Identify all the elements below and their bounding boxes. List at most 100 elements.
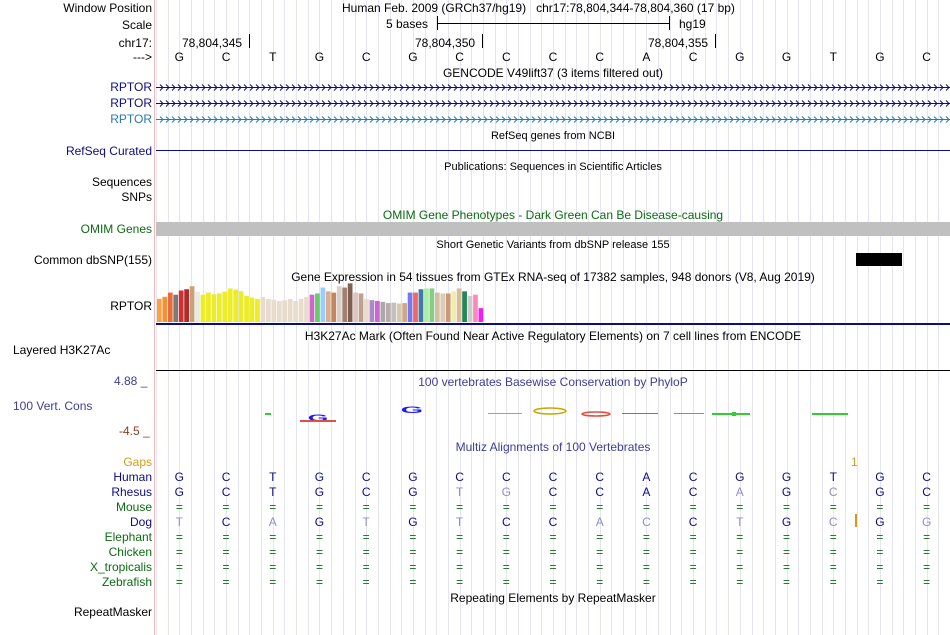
base-letter: C [221, 50, 231, 64]
gtex-title[interactable]: Gene Expression in 54 tissues from GTEx … [291, 270, 815, 284]
strand-arrow [267, 116, 272, 123]
strand-arrow [657, 116, 662, 123]
strand-arrow [351, 100, 356, 107]
conservation-label[interactable]: 100 Vert. Cons [13, 399, 93, 413]
strand-arrow [369, 100, 374, 107]
omim-feature-bar[interactable] [156, 222, 950, 236]
gtex-tissue-bar [298, 298, 304, 322]
strand-arrow [675, 84, 680, 91]
repeatmasker-label[interactable]: RepeatMasker [73, 605, 152, 619]
alignment-base: = [269, 575, 277, 589]
window-position-value[interactable]: Human Feb. 2009 (GRCh37/hg19) chr17:78,8… [342, 1, 735, 15]
alignment-species-label[interactable]: Chicken [108, 545, 152, 559]
strand-arrow [819, 116, 824, 123]
strand-arrow [477, 100, 482, 107]
alignment-base: C [688, 470, 698, 484]
strand-arrow [531, 116, 536, 123]
strand-arrow [933, 84, 938, 91]
strand-arrow [459, 100, 464, 107]
base-letter: G [174, 50, 185, 64]
strand-arrow [303, 116, 308, 123]
alignment-base: = [923, 500, 931, 514]
omim-title[interactable]: OMIM Gene Phenotypes - Dark Green Can Be… [382, 208, 724, 222]
alignment-base: T [455, 485, 464, 499]
alignment-base: A [642, 485, 651, 499]
strand-arrow [771, 84, 776, 91]
alignment-base: = [362, 560, 370, 574]
alignment-base: = [409, 560, 417, 574]
h3k27ac-title[interactable]: H3K27Ac Mark (Often Found Near Active Re… [304, 329, 802, 343]
dbsnp-variant-block[interactable] [856, 253, 902, 266]
gencode-item-label[interactable]: RPTOR [110, 96, 152, 110]
strand-arrow [339, 116, 344, 123]
strand-arrow [663, 100, 668, 107]
strand-arrow [885, 100, 890, 107]
strand-arrow [309, 100, 314, 107]
strand-arrow [435, 116, 440, 123]
alignment-base: A [595, 515, 604, 529]
strand-arrow [165, 116, 170, 123]
alignment-species-label[interactable]: Dog [129, 515, 152, 529]
alignment-base: G [875, 515, 885, 529]
strand-arrow [501, 84, 506, 91]
conservation-title[interactable]: 100 vertebrates Basewise Conservation by… [418, 375, 688, 389]
strand-arrow [549, 100, 554, 107]
strand-arrow [465, 116, 470, 123]
strand-arrow [759, 84, 764, 91]
alignment-species-label[interactable]: Elephant [104, 530, 152, 544]
strand-arrow [753, 116, 758, 123]
alignment-species-label[interactable]: X_tropicalis [89, 560, 152, 574]
omim-label[interactable]: OMIM Genes [80, 222, 152, 236]
alignment-species-label[interactable]: Human [113, 470, 152, 484]
multiz-title[interactable]: Multiz Alignments of 100 Vertebrates [455, 440, 651, 454]
pubs-label-sequences[interactable]: Sequences [91, 175, 152, 189]
pubs-title[interactable]: Publications: Sequences in Scientific Ar… [444, 161, 662, 173]
alignment-species-label[interactable]: Rhesus [111, 485, 152, 499]
strand-arrow [339, 84, 344, 91]
strand-arrow [759, 100, 764, 107]
strand-arrow [357, 100, 362, 107]
alignment-base: G [314, 515, 325, 529]
strand-arrow [585, 84, 590, 91]
refseq-label[interactable]: RefSeq Curated [65, 144, 152, 158]
h3k27ac-label[interactable]: Layered H3K27Ac [13, 343, 111, 357]
alignment-species-label[interactable]: Zebrafish [101, 575, 152, 589]
strand-arrow [711, 116, 716, 123]
gaps-label[interactable]: Gaps [123, 455, 152, 469]
alignment-base: = [596, 530, 604, 544]
strand-arrow [177, 116, 182, 123]
strand-arrow [639, 100, 644, 107]
gencode-title[interactable]: GENCODE V49lift37 (3 items filtered out) [442, 66, 664, 80]
gtex-tissue-bar [451, 291, 457, 322]
alignment-species-label[interactable]: Mouse [115, 500, 152, 514]
gtex-tissue-bar [434, 292, 440, 322]
refseq-title[interactable]: RefSeq genes from NCBI [490, 130, 616, 142]
strand-arrow [423, 116, 428, 123]
strand-arrow [471, 116, 476, 123]
strand-arrow [459, 116, 464, 123]
alignment-base: C [642, 515, 651, 529]
alignment-base: C [501, 470, 511, 484]
strand-arrow [243, 100, 248, 107]
strand-arrow [507, 100, 512, 107]
refseq-gene-line[interactable] [156, 150, 950, 151]
dbsnp-title[interactable]: Short Genetic Variants from dbSNP releas… [436, 239, 670, 251]
gencode-item-label[interactable]: RPTOR [110, 112, 152, 126]
svg-text:G: G [401, 405, 423, 416]
strand-arrow [687, 84, 692, 91]
alignment-base: = [549, 560, 557, 574]
dbsnp-label[interactable]: Common dbSNP(155) [33, 253, 152, 267]
strand-arrow [237, 116, 242, 123]
strand-arrow [843, 116, 848, 123]
gtex-label[interactable]: RPTOR [110, 299, 152, 313]
strand-arrow [225, 116, 230, 123]
pubs-label-snps[interactable]: SNPs [121, 190, 152, 204]
repeatmasker-title[interactable]: Repeating Elements by RepeatMasker [450, 591, 656, 605]
alignment-base: = [409, 500, 417, 514]
strand-arrow [537, 100, 542, 107]
gencode-item-label[interactable]: RPTOR [110, 80, 152, 94]
strand-arrow [273, 116, 278, 123]
